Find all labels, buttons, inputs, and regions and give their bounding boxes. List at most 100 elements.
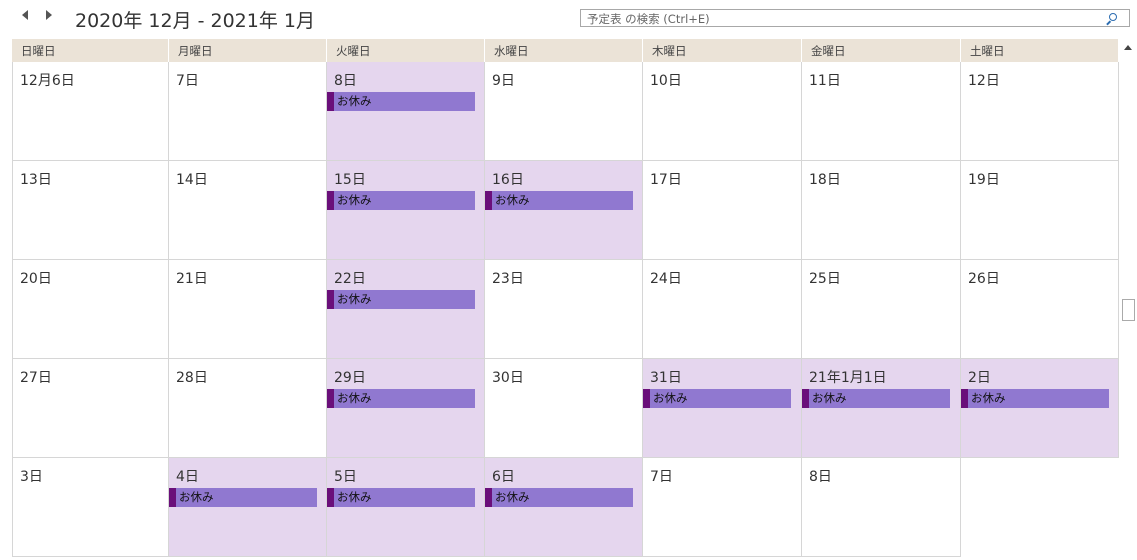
scroll-thumb[interactable]	[1122, 299, 1135, 321]
day-number: 23日	[492, 271, 524, 287]
event-title: お休み	[179, 490, 214, 504]
day-cell[interactable]: 2日お休み	[961, 359, 1119, 458]
day-cell[interactable]: 8日 お休み	[327, 62, 485, 161]
day-cell[interactable]: 27日	[12, 359, 169, 458]
calendar-event[interactable]: お休み	[485, 191, 633, 210]
day-number: 16日	[492, 172, 524, 188]
day-number: 28日	[176, 370, 208, 386]
search-icon[interactable]	[1109, 13, 1117, 21]
event-title: お休み	[495, 490, 530, 504]
day-number: 20日	[20, 271, 52, 287]
day-number: 27日	[20, 370, 52, 386]
day-cell[interactable]: 3日	[12, 458, 169, 557]
event-title: お休み	[337, 94, 372, 108]
day-cell[interactable]: 13日	[12, 161, 169, 260]
day-cell[interactable]: 4日 お休み	[169, 458, 327, 557]
day-number: 7日	[176, 73, 199, 89]
event-title: お休み	[971, 391, 1006, 405]
vertical-scrollbar[interactable]	[1120, 39, 1137, 560]
day-number: 9日	[492, 73, 515, 89]
day-number: 14日	[176, 172, 208, 188]
day-cell[interactable]: 31日 お休み	[643, 359, 802, 458]
day-cell[interactable]: 5日お休み	[327, 458, 485, 557]
event-title: お休み	[495, 193, 530, 207]
weekday-header: 土曜日	[961, 39, 1119, 62]
day-cell[interactable]: 25日	[802, 260, 961, 359]
day-cell[interactable]: 9日	[485, 62, 643, 161]
day-cell[interactable]: 14日	[169, 161, 327, 260]
calendar-event[interactable]: お休み	[169, 488, 317, 507]
day-number: 10日	[650, 73, 682, 89]
calendar-event[interactable]: お休み	[327, 92, 475, 111]
day-cell[interactable]: 11日	[802, 62, 961, 161]
weekday-label: 土曜日	[970, 44, 1005, 58]
calendar-event[interactable]: お休み	[327, 389, 475, 408]
event-title: お休み	[337, 391, 372, 405]
event-title: お休み	[337, 490, 372, 504]
weekday-label: 水曜日	[494, 44, 529, 58]
day-cell[interactable]: 17日	[643, 161, 802, 260]
month-grid: 日曜日 月曜日 火曜日 水曜日 木曜日 金曜日 土曜日 12月6日 7日 8日 お休み 9日 10日 11…	[12, 39, 1119, 560]
day-number: 11日	[809, 73, 841, 89]
day-number: 18日	[809, 172, 841, 188]
calendar-event[interactable]: お休み	[327, 290, 475, 309]
event-title: お休み	[337, 193, 372, 207]
day-cell[interactable]: 29日お休み	[327, 359, 485, 458]
day-cell[interactable]: 21年1月1日お休み	[802, 359, 961, 458]
weekday-header: 日曜日	[12, 39, 169, 62]
day-number: 26日	[968, 271, 1000, 287]
day-cell[interactable]: 7日	[169, 62, 327, 161]
day-cell[interactable]: 30日	[485, 359, 643, 458]
day-cell[interactable]: 7日	[643, 458, 802, 557]
day-cell[interactable]: 18日	[802, 161, 961, 260]
day-number: 13日	[20, 172, 52, 188]
calendar-event[interactable]: お休み	[327, 488, 475, 507]
day-number: 17日	[650, 172, 682, 188]
weekday-label: 火曜日	[336, 44, 371, 58]
day-cell[interactable]: 28日	[169, 359, 327, 458]
day-number: 12月6日	[20, 73, 75, 89]
day-number: 5日	[334, 469, 357, 485]
day-number: 2日	[968, 370, 991, 386]
day-cell[interactable]: 8日	[802, 458, 961, 557]
calendar-event[interactable]: お休み	[802, 389, 950, 408]
day-cell[interactable]: 22日 お休み	[327, 260, 485, 359]
next-month-icon[interactable]	[46, 10, 52, 20]
day-number: 29日	[334, 370, 366, 386]
calendar-event[interactable]: お休み	[961, 389, 1109, 408]
weekday-header: 金曜日	[802, 39, 961, 62]
weekday-header: 水曜日	[485, 39, 643, 62]
day-cell[interactable]: 10日	[643, 62, 802, 161]
previous-month-icon[interactable]	[22, 10, 28, 20]
day-number: 15日	[334, 172, 366, 188]
day-number: 24日	[650, 271, 682, 287]
weekday-header: 火曜日	[327, 39, 485, 62]
calendar-event[interactable]: お休み	[643, 389, 791, 408]
day-number: 6日	[492, 469, 515, 485]
day-number: 21年1月1日	[809, 370, 887, 386]
calendar-search-input[interactable]: 予定表 の検索 (Ctrl+E)	[580, 9, 1130, 27]
day-cell[interactable]: 16日お休み	[485, 161, 643, 260]
calendar-event[interactable]: お休み	[327, 191, 475, 210]
event-title: お休み	[337, 292, 372, 306]
day-cell[interactable]: 20日	[12, 260, 169, 359]
day-cell[interactable]: 12日	[961, 62, 1119, 161]
weekday-label: 木曜日	[652, 44, 687, 58]
day-number: 21日	[176, 271, 208, 287]
day-cell[interactable]: 21日	[169, 260, 327, 359]
day-cell[interactable]: 26日	[961, 260, 1119, 359]
scroll-up-icon[interactable]	[1124, 45, 1132, 50]
day-number: 7日	[650, 469, 673, 485]
day-cell[interactable]: 24日	[643, 260, 802, 359]
weekday-label: 金曜日	[811, 44, 846, 58]
calendar-event[interactable]: お休み	[485, 488, 633, 507]
day-cell[interactable]: 12月6日	[12, 62, 169, 161]
day-cell[interactable]: 15日お休み	[327, 161, 485, 260]
weekday-header: 木曜日	[643, 39, 802, 62]
day-cell[interactable]: 19日	[961, 161, 1119, 260]
day-number: 25日	[809, 271, 841, 287]
day-cell[interactable]: 23日	[485, 260, 643, 359]
event-title: お休み	[653, 391, 688, 405]
search-placeholder: 予定表 の検索 (Ctrl+E)	[587, 12, 710, 26]
day-cell[interactable]: 6日お休み	[485, 458, 643, 557]
